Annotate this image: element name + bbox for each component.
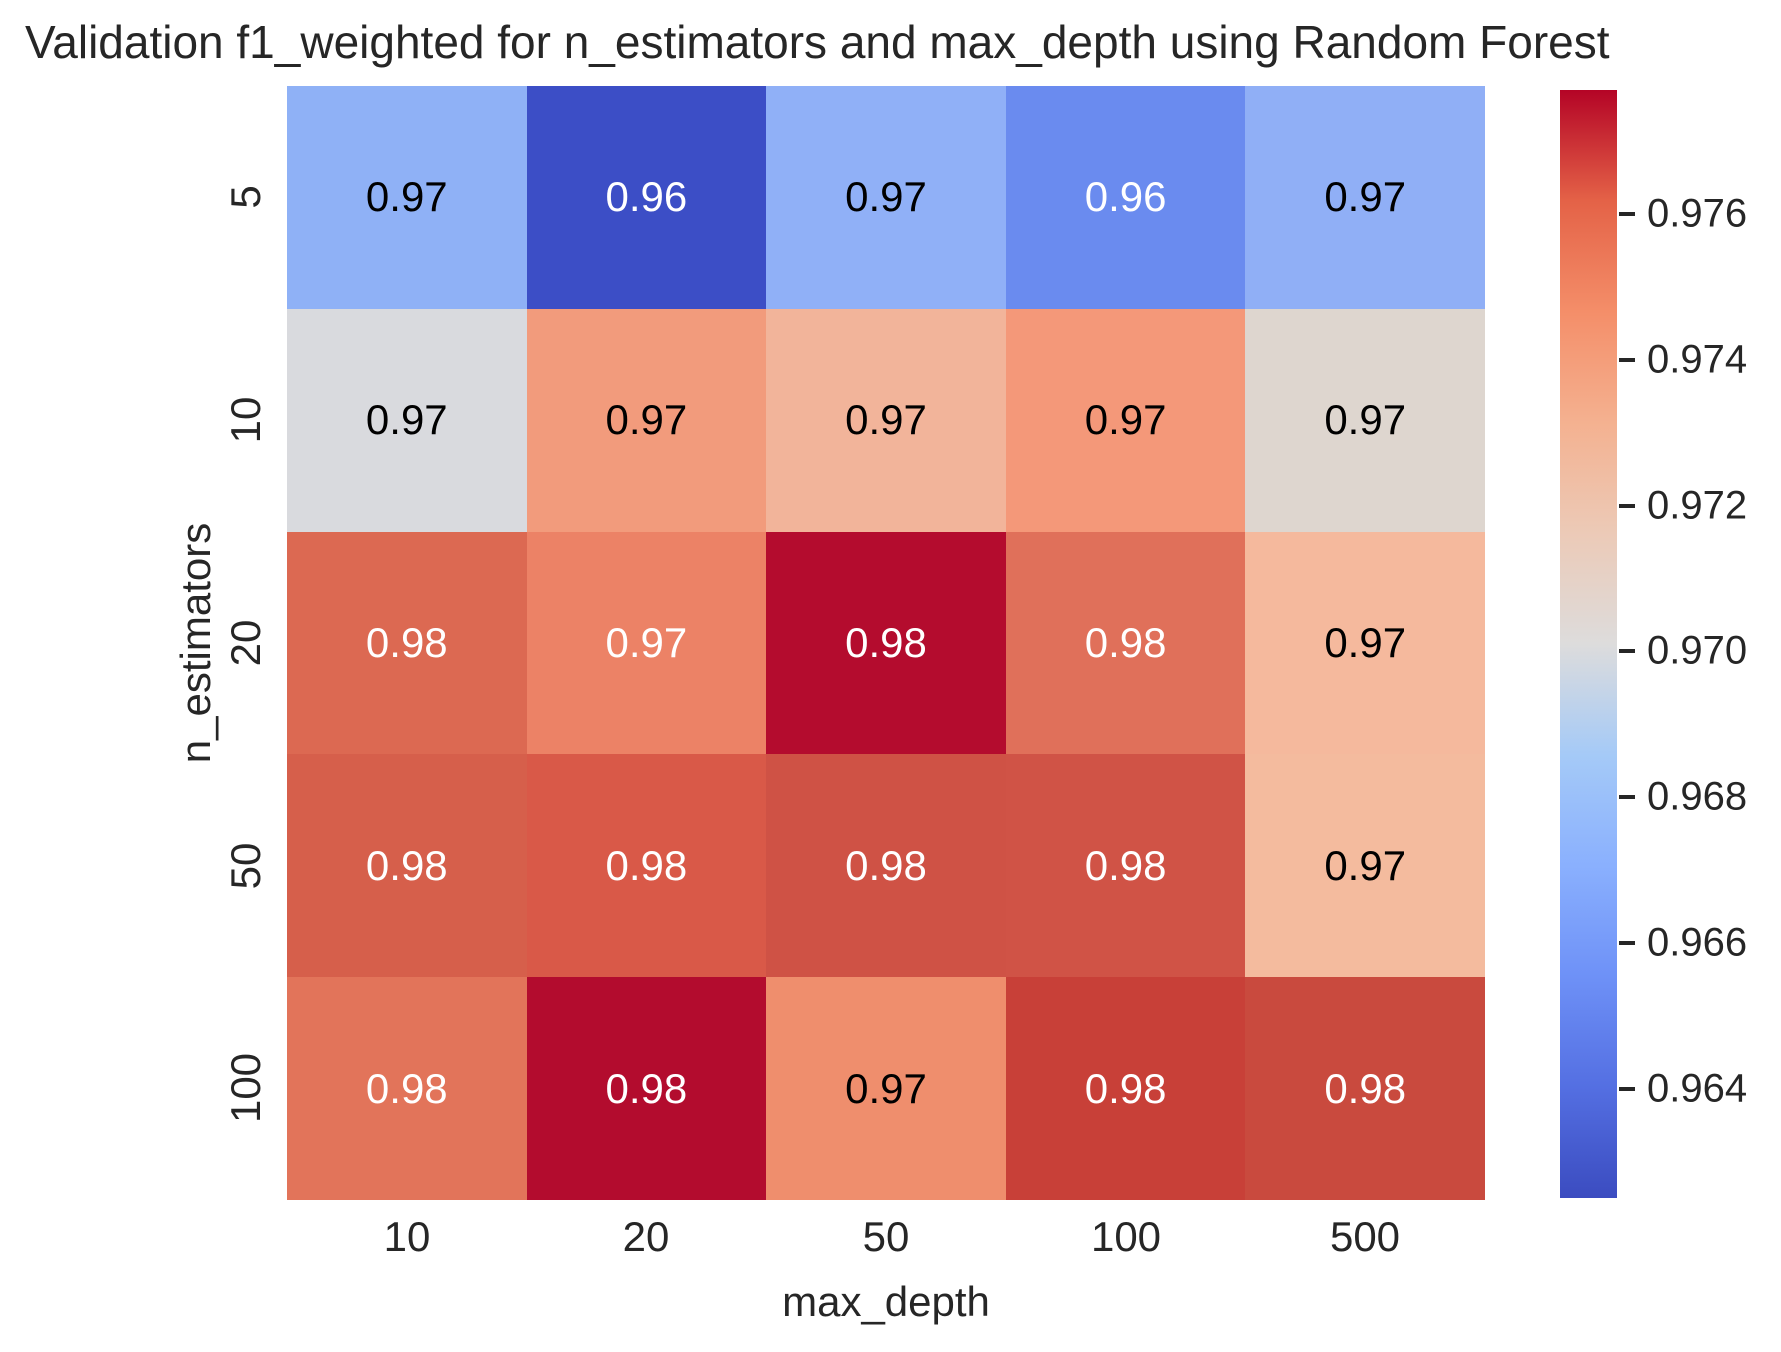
colorbar-tick-mark <box>1619 503 1635 508</box>
heatmap-cell: 0.97 <box>287 86 527 309</box>
colorbar-tick-mark <box>1619 357 1635 362</box>
cell-annotation: 0.98 <box>605 1064 688 1112</box>
colorbar-tick-label: 0.964 <box>1647 1066 1748 1111</box>
heatmap-cell: 0.98 <box>287 754 527 978</box>
cell-annotation: 0.98 <box>1084 841 1167 889</box>
cell-annotation: 0.98 <box>365 1064 448 1112</box>
x-axis-label: max_depth <box>782 1278 990 1325</box>
colorbar-tick-mark <box>1619 795 1635 800</box>
heatmap-cell: 0.96 <box>526 86 767 309</box>
cell-annotation: 0.97 <box>1324 841 1407 889</box>
heatmap-cell: 0.97 <box>1245 308 1485 532</box>
y-tick-label: 5 <box>222 185 269 209</box>
cell-annotation: 0.98 <box>845 841 927 889</box>
colorbar-tick-label: 0.972 <box>1647 483 1748 527</box>
y-tick-label: 10 <box>222 396 269 444</box>
heatmap-cell: 0.98 <box>766 754 1006 978</box>
heatmap-cell: 0.97 <box>1245 531 1485 755</box>
heatmap-cell: 0.98 <box>1005 754 1246 978</box>
x-tick-label: 10 <box>383 1213 431 1260</box>
colorbar-tick-label: 0.974 <box>1647 337 1748 382</box>
cell-annotation: 0.98 <box>845 618 927 666</box>
colorbar-tick-mark <box>1619 649 1635 654</box>
y-tick-label: 20 <box>222 619 269 667</box>
colorbar-tick-label: 0.976 <box>1647 191 1748 236</box>
heatmap-cell: 0.97 <box>526 531 767 755</box>
heatmap-cell: 0.98 <box>287 531 527 755</box>
heatmap-cell: 0.97 <box>1245 754 1485 978</box>
cell-annotation: 0.97 <box>1324 396 1407 444</box>
heatmap-cell: 0.98 <box>526 977 767 1200</box>
heatmap-cell: 0.96 <box>1005 86 1246 309</box>
colorbar-tick-mark <box>1619 211 1635 216</box>
cell-annotation: 0.97 <box>845 173 927 221</box>
colorbar-tick-label: 0.970 <box>1647 628 1748 673</box>
y-axis-label: n_estimators <box>172 522 219 764</box>
cell-annotation: 0.98 <box>1324 1064 1407 1112</box>
colorbar-tick-label: 0.968 <box>1647 774 1748 819</box>
cell-annotation: 0.96 <box>605 173 688 221</box>
heatmap-cell: 0.98 <box>766 531 1006 755</box>
colorbar-gradient <box>1560 90 1617 1198</box>
heatmap-cell: 0.97 <box>287 308 527 532</box>
cell-annotation: 0.98 <box>365 618 448 666</box>
y-tick-label: 50 <box>222 842 269 890</box>
heatmap-cell: 0.98 <box>287 977 527 1200</box>
heatmap-cell: 0.98 <box>1245 977 1485 1200</box>
heatmap-cell: 0.98 <box>1005 531 1246 755</box>
cell-annotation: 0.97 <box>1084 396 1167 444</box>
chart-title: Validation f1_weighted for n_estimators … <box>25 16 1610 68</box>
cell-annotation: 0.98 <box>1084 1064 1167 1112</box>
colorbar-tick-label: 0.966 <box>1647 920 1748 965</box>
heatmap-cell: 0.97 <box>1005 308 1246 532</box>
heatmap-cell: 0.97 <box>766 86 1006 309</box>
cell-annotation: 0.98 <box>1084 618 1167 666</box>
x-tick-label: 50 <box>862 1213 910 1260</box>
cell-annotation: 0.96 <box>1084 173 1167 221</box>
x-tick-label: 500 <box>1329 1213 1401 1260</box>
cell-annotation: 0.97 <box>605 396 688 444</box>
cell-annotation: 0.97 <box>1324 173 1407 221</box>
colorbar-tick-mark <box>1619 940 1635 945</box>
cell-annotation: 0.97 <box>605 618 688 666</box>
heatmap-cell: 0.97 <box>766 977 1006 1200</box>
heatmap-cell: 0.97 <box>766 308 1006 532</box>
y-tick-label: 100 <box>222 1052 269 1124</box>
heatmap-cell: 0.98 <box>1005 977 1246 1200</box>
colorbar-tick-mark <box>1619 1086 1635 1091</box>
heatmap-cell: 0.97 <box>1245 86 1485 309</box>
x-tick-label: 20 <box>622 1213 670 1260</box>
cell-annotation: 0.98 <box>365 841 448 889</box>
heatmap-grid: 0.97 0.96 0.97 0.96 0.97 0.97 0.97 0.97 0.97 0.97… <box>287 86 1485 1200</box>
heatmap-cell: 0.97 <box>526 308 767 532</box>
heatmap-cell: 0.98 <box>526 754 767 978</box>
cell-annotation: 0.98 <box>605 841 688 889</box>
cell-annotation: 0.97 <box>845 396 927 444</box>
cell-annotation: 0.97 <box>845 1064 927 1112</box>
cell-annotation: 0.97 <box>1324 618 1407 666</box>
cell-annotation: 0.97 <box>365 396 448 444</box>
x-tick-label: 100 <box>1090 1213 1162 1260</box>
cell-annotation: 0.97 <box>365 173 448 221</box>
